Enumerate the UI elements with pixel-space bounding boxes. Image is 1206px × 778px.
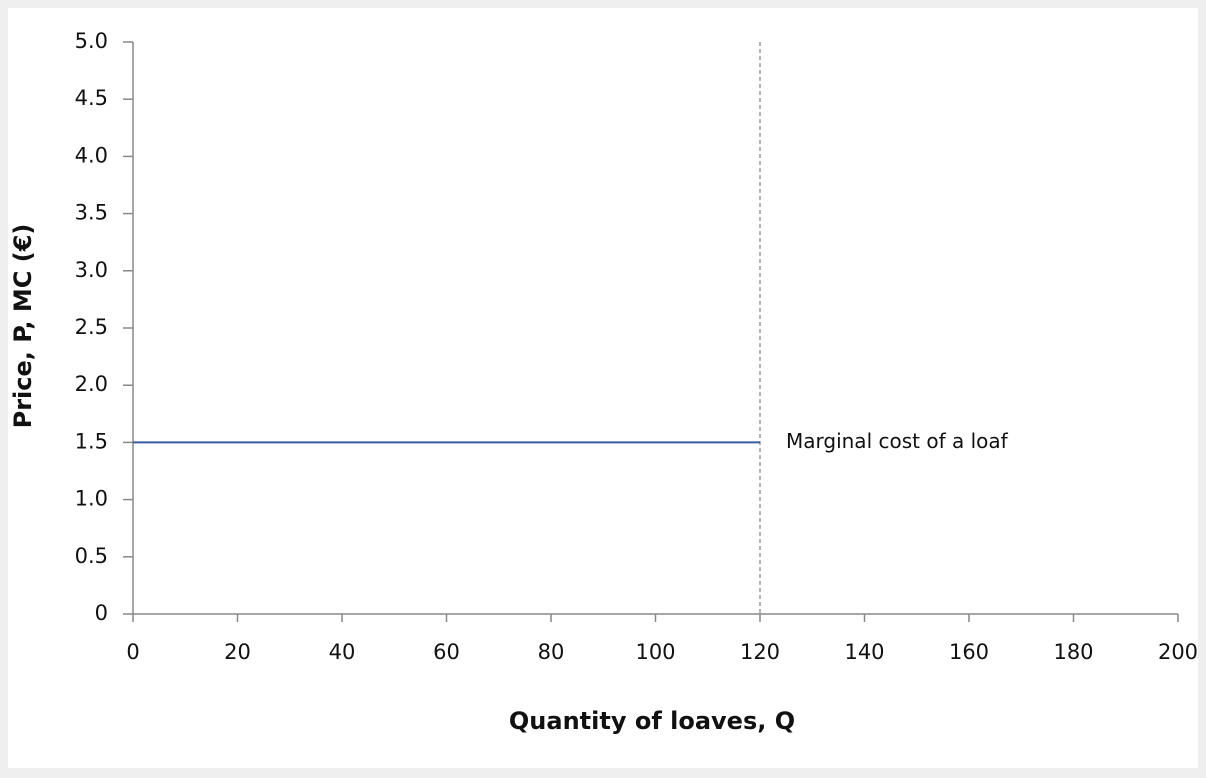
x-tick-label: 20	[224, 640, 251, 664]
x-axis-title: Quantity of loaves, Q	[509, 707, 795, 735]
x-tick-label: 160	[949, 640, 989, 664]
y-axis-title: Price, P, MC (€)	[9, 224, 37, 429]
x-tick-label: 40	[329, 640, 356, 664]
y-tick-label: 0.5	[75, 544, 108, 568]
x-tick-label: 180	[1053, 640, 1093, 664]
y-tick-label: 2.5	[75, 315, 108, 339]
y-tick-label: 1.5	[75, 429, 108, 453]
panel	[8, 8, 1198, 768]
x-tick-label: 60	[433, 640, 460, 664]
line-label: Marginal cost of a loaf	[786, 429, 1009, 453]
x-tick-label: 0	[126, 640, 139, 664]
y-tick-label: 3.0	[75, 258, 108, 282]
x-tick-label: 120	[740, 640, 780, 664]
x-tick-label: 200	[1158, 640, 1198, 664]
y-tick-label: 2.0	[75, 372, 108, 396]
x-tick-label: 80	[538, 640, 565, 664]
y-tick-label: 0	[95, 601, 108, 625]
y-tick-label: 4.0	[75, 143, 108, 167]
y-tick-label: 5.0	[75, 29, 108, 53]
y-tick-label: 4.5	[75, 86, 108, 110]
y-tick-label: 1.0	[75, 487, 108, 511]
x-tick-label: 140	[844, 640, 884, 664]
x-tick-label: 100	[635, 640, 675, 664]
y-tick-label: 3.5	[75, 201, 108, 225]
